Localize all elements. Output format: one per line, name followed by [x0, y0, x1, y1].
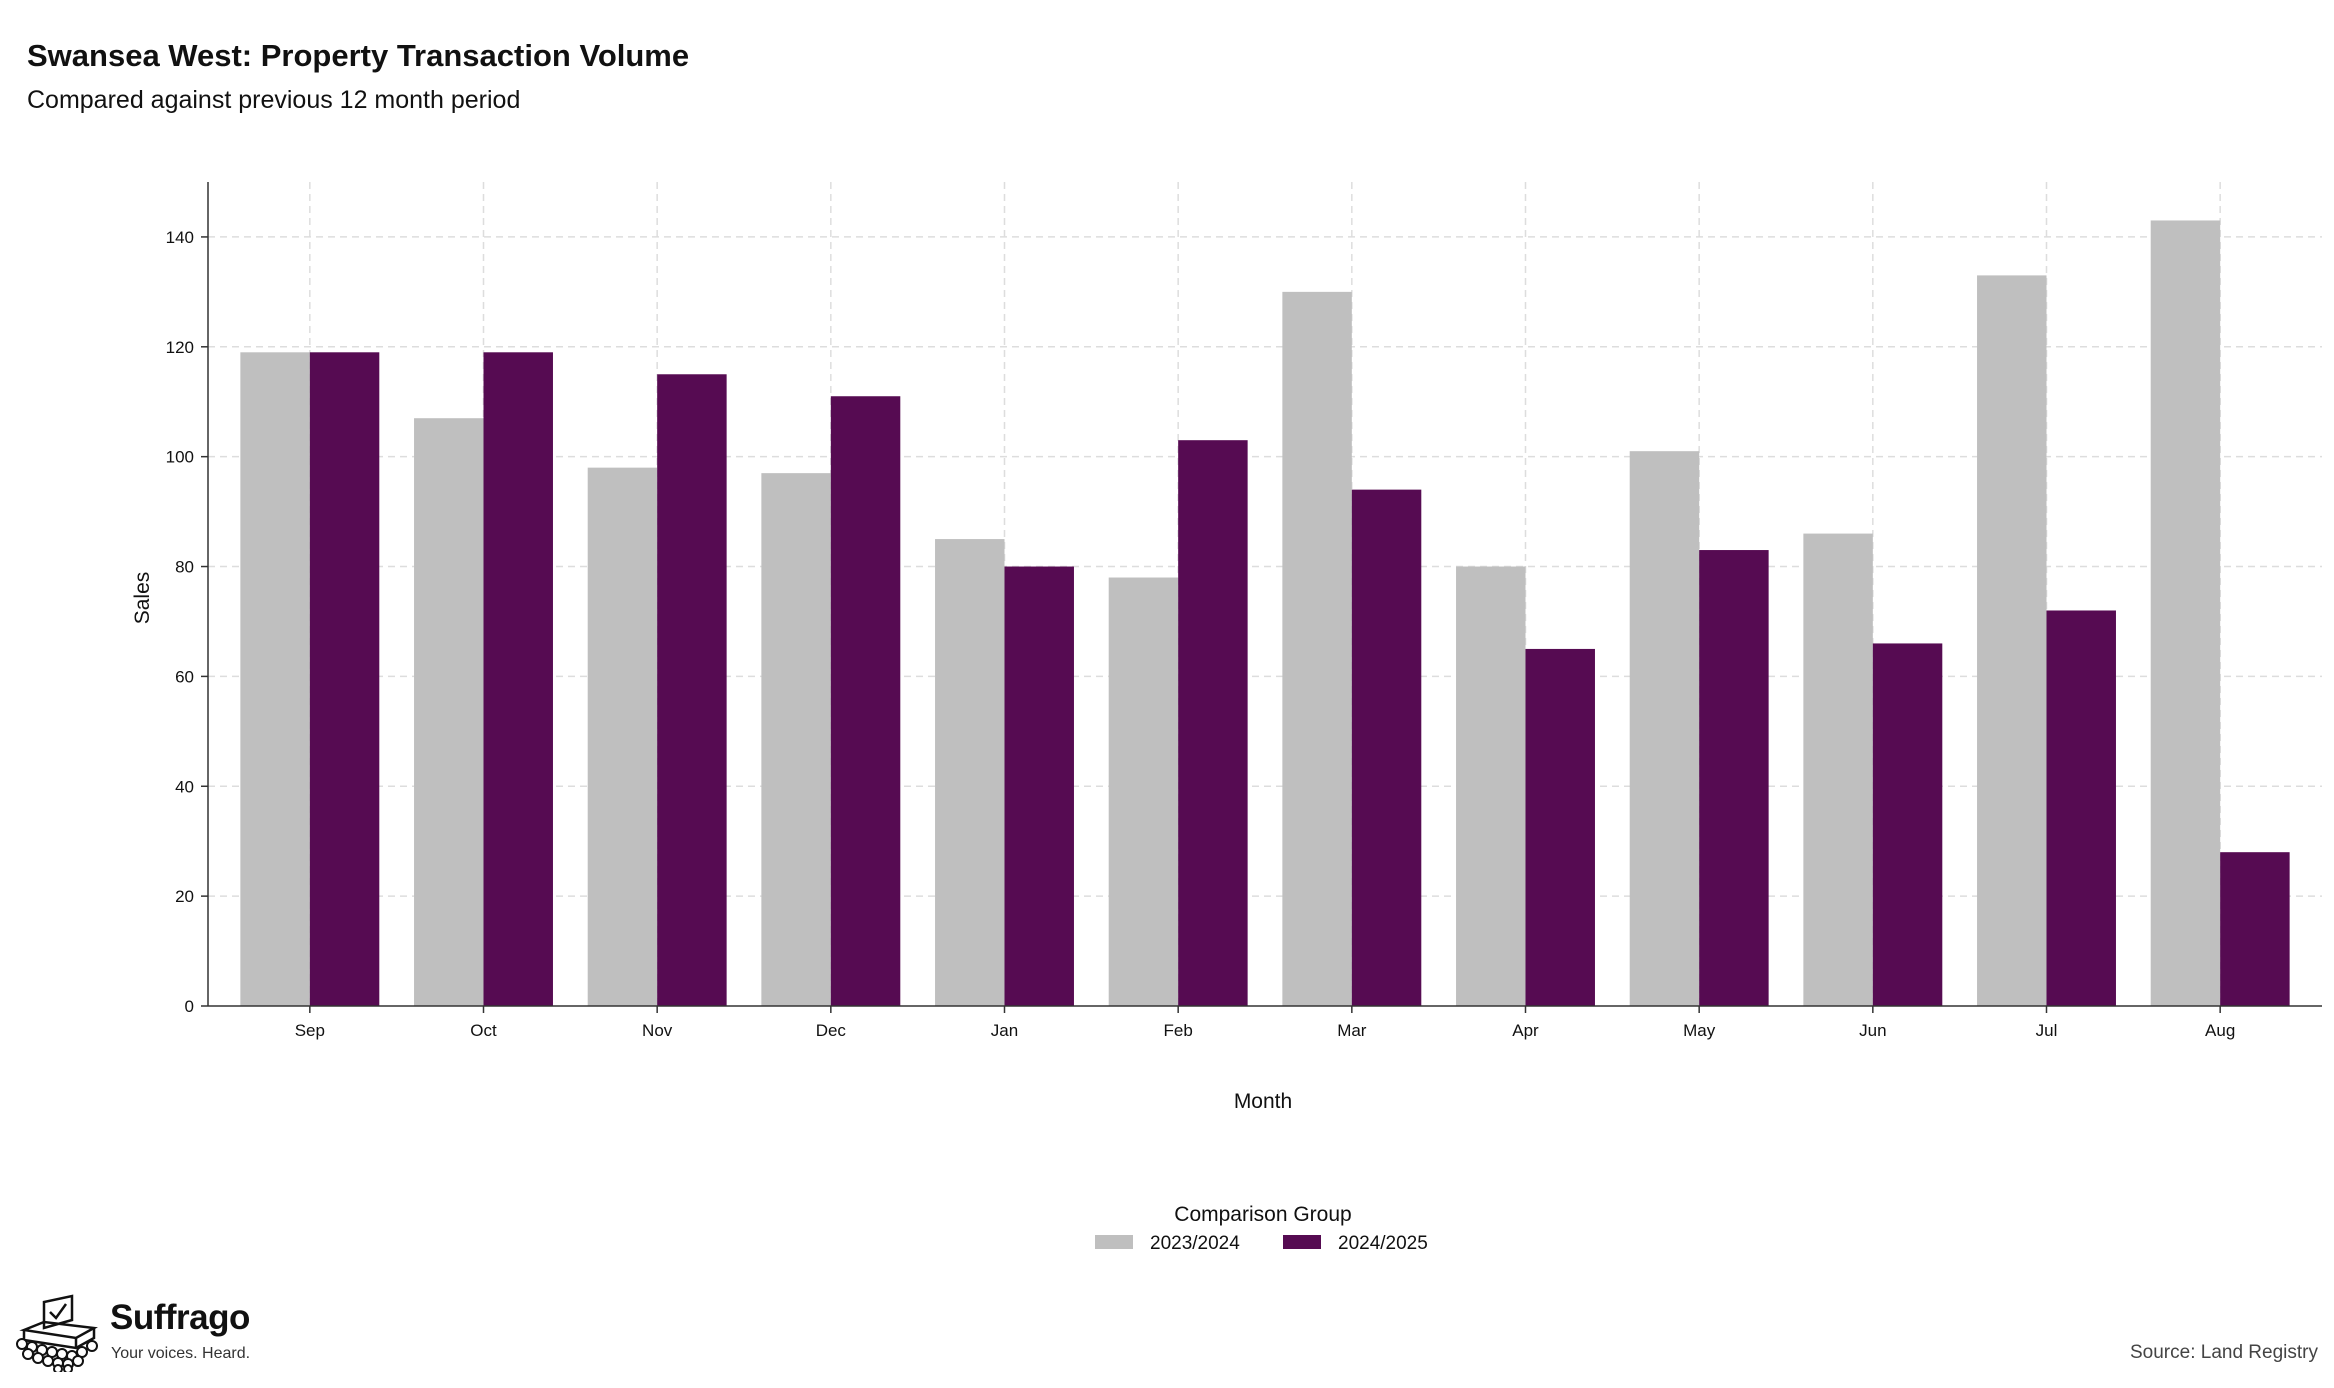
x-tick-label-nov: Nov — [642, 1021, 673, 1040]
x-tick-label-sep: Sep — [295, 1021, 325, 1040]
bar-2023-2024-jan — [935, 539, 1005, 1006]
y-tick-label: 80 — [175, 558, 194, 577]
x-tick-labels: Sep Oct Nov Dec Jan Feb Mar Apr May Jun Jul Aug — [295, 1021, 2236, 1040]
x-tick-label-jul: Jul — [2036, 1021, 2058, 1040]
x-tick-label-may: May — [1683, 1021, 1716, 1040]
chart-subtitle: Compared against previous 12 month perio… — [27, 86, 521, 114]
legend-label-2024-2025: 2024/2025 — [1338, 1233, 1428, 1254]
bar-2024-2025-oct — [483, 352, 553, 1006]
bar-2023-2024-sep — [240, 352, 310, 1006]
legend-swatch-2023-2024 — [1095, 1235, 1133, 1249]
bar-2023-2024-aug — [2150, 220, 2221, 1006]
bar-2023-2024-apr — [1456, 566, 1526, 1006]
bars — [240, 220, 2290, 1007]
bar-2024-2025-may — [1699, 550, 1769, 1006]
bar-2024-2025-aug — [2220, 852, 2290, 1006]
bar-2023-2024-jun — [1803, 533, 1873, 1006]
bar-2024-2025-nov — [657, 374, 727, 1006]
axes — [201, 182, 2322, 1013]
y-tick-label: 60 — [175, 667, 194, 686]
bar-2024-2025-feb — [1178, 440, 1248, 1007]
y-tick-label: 20 — [175, 887, 194, 906]
y-tick-label: 100 — [166, 448, 194, 467]
x-tick-label-apr: Apr — [1512, 1021, 1539, 1040]
bar-2024-2025-sep — [309, 352, 380, 1006]
legend-label-2023-2024: 2023/2024 — [1150, 1233, 1240, 1254]
bar-2024-2025-apr — [1525, 648, 1595, 1006]
bar-2023-2024-jul — [1977, 275, 2047, 1006]
brand-name: Suffrago — [110, 1298, 250, 1337]
bar-2023-2024-mar — [1282, 291, 1352, 1006]
y-tick-labels: 0 20 40 60 80 100 120 140 — [166, 228, 194, 1016]
bar-2024-2025-jan — [1004, 566, 1074, 1006]
x-tick-label-aug: Aug — [2205, 1021, 2235, 1040]
legend-swatch-2024-2025 — [1283, 1235, 1321, 1249]
bar-2024-2025-jul — [2046, 610, 2116, 1006]
y-tick-label: 140 — [166, 228, 194, 247]
x-tick-label-jan: Jan — [991, 1021, 1018, 1040]
bar-2023-2024-oct — [414, 418, 484, 1006]
bar-2024-2025-dec — [830, 396, 901, 1006]
y-axis-label: Sales — [131, 572, 154, 625]
y-tick-label: 40 — [175, 777, 194, 796]
x-tick-label-feb: Feb — [1164, 1021, 1193, 1040]
suffrago-logo-icon — [16, 1294, 98, 1372]
x-tick-label-mar: Mar — [1337, 1021, 1367, 1040]
bar-2024-2025-mar — [1351, 489, 1422, 1006]
bar-2023-2024-feb — [1108, 577, 1179, 1006]
chart-title: Swansea West: Property Transaction Volum… — [27, 38, 690, 73]
x-axis-label: Month — [1234, 1090, 1292, 1113]
legend-title: Comparison Group — [1174, 1203, 1351, 1226]
bar-2023-2024-may — [1629, 451, 1700, 1006]
source-note: Source: Land Registry — [2130, 1342, 2318, 1363]
bar-2023-2024-dec — [761, 473, 831, 1006]
y-tick-label: 0 — [185, 997, 194, 1016]
y-tick-label: 120 — [166, 338, 194, 357]
x-tick-label-jun: Jun — [1859, 1021, 1886, 1040]
bar-2023-2024-nov — [587, 467, 658, 1006]
x-tick-label-oct: Oct — [470, 1021, 497, 1040]
x-tick-label-dec: Dec — [816, 1021, 847, 1040]
legend: Comparison Group 2023/2024 2024/2025 — [1095, 1203, 1428, 1254]
bar-2024-2025-jun — [1872, 643, 1943, 1006]
brand-tagline: Your voices. Heard. — [111, 1345, 251, 1362]
